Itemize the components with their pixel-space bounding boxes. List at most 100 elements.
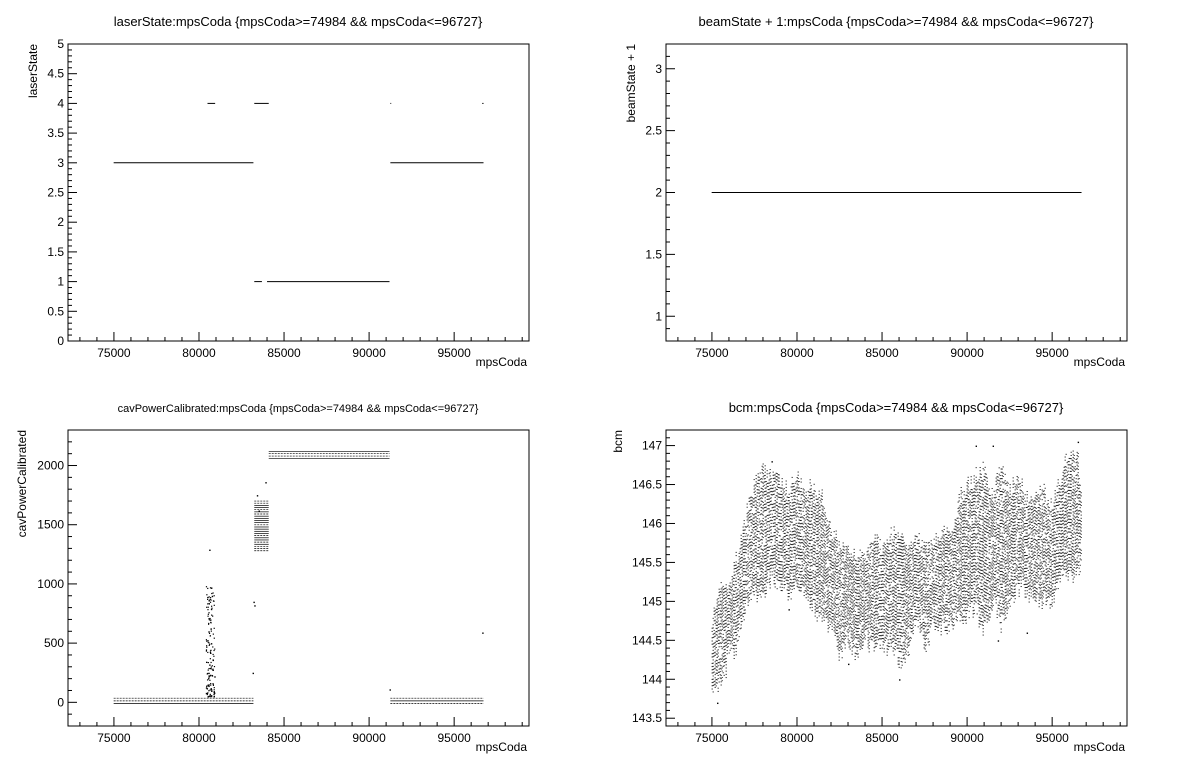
envelope-dot: [792, 543, 794, 545]
envelope-dot: [855, 560, 857, 562]
envelope-dot: [886, 552, 888, 554]
envelope-dot: [843, 568, 845, 570]
envelope-dot: [780, 583, 782, 585]
envelope-dot: [830, 573, 832, 575]
envelope-dot: [751, 503, 753, 505]
envelope-dot: [753, 498, 755, 500]
envelope-dot: [861, 603, 863, 605]
envelope-dot: [823, 587, 825, 589]
cav-power-panel: cavPowerCalibrated:mpsCoda {mpsCoda>=749…: [15, 403, 530, 754]
envelope-dot: [855, 643, 857, 645]
envelope-dot: [726, 589, 728, 591]
envelope-dot: [850, 563, 852, 565]
envelope-dot: [806, 538, 808, 540]
envelope-dot: [838, 611, 840, 613]
envelope-dot: [893, 628, 895, 630]
envelope-dot: [744, 599, 746, 601]
envelope-dot: [883, 603, 885, 605]
envelope-dot: [833, 588, 835, 590]
envelope-dot: [738, 591, 740, 593]
envelope-dot: [793, 530, 795, 532]
envelope-dot: [820, 575, 822, 577]
envelope-dot: [826, 533, 828, 535]
envelope-dot: [840, 559, 842, 561]
envelope-dot: [807, 526, 809, 528]
envelope-dot: [835, 629, 837, 631]
envelope-dot: [725, 667, 727, 669]
envelope-dot: [889, 539, 891, 541]
envelope-dot: [852, 614, 854, 616]
envelope-dot: [861, 564, 863, 566]
envelope-dot: [754, 493, 756, 495]
envelope-dot: [782, 521, 784, 523]
envelope-dot: [875, 562, 877, 564]
envelope-dot: [756, 553, 758, 555]
envelope-dot: [876, 617, 878, 619]
envelope-dot: [820, 546, 822, 548]
envelope-dot: [764, 503, 766, 505]
envelope-dot: [799, 529, 801, 531]
envelope-dot: [845, 590, 847, 592]
envelope-dot: [834, 567, 836, 569]
envelope-dot: [864, 568, 866, 570]
envelope-dot: [743, 520, 745, 522]
envelope-dot: [888, 566, 890, 568]
envelope-dot: [820, 552, 822, 554]
envelope-dot: [712, 627, 714, 629]
envelope-dot: [712, 643, 714, 645]
envelope-dot: [724, 648, 726, 650]
envelope-dot: [713, 684, 715, 686]
envelope-dot: [743, 539, 745, 541]
envelope-dot: [828, 604, 830, 606]
envelope-dot: [764, 506, 766, 508]
envelope-dot: [781, 481, 783, 483]
envelope-dot: [731, 617, 733, 619]
envelope-dot: [840, 549, 842, 551]
envelope-dot: [819, 573, 821, 575]
envelope-dot: [777, 477, 779, 479]
envelope-dot: [796, 528, 798, 530]
envelope-dot: [738, 607, 740, 609]
envelope-dot: [717, 642, 719, 644]
envelope-dot: [857, 586, 859, 588]
envelope-dot: [888, 582, 890, 584]
envelope-dot: [770, 481, 772, 483]
envelope-dot: [711, 666, 713, 668]
envelope-dot: [828, 594, 830, 596]
envelope-dot: [857, 595, 859, 597]
envelope-dot: [837, 632, 839, 634]
envelope-dot: [758, 476, 760, 478]
envelope-dot: [769, 584, 771, 586]
envelope-dot: [823, 619, 825, 621]
envelope-dot: [864, 638, 866, 640]
envelope-dot: [823, 542, 825, 544]
envelope-dot: [862, 593, 864, 595]
laser-state-frame: 75000 80000 85000 90000 9500000.511.522.533.…: [47, 37, 530, 360]
envelope-dot: [751, 583, 753, 585]
envelope-dot: [799, 491, 801, 493]
y-tick-label: 1.5: [47, 245, 64, 259]
envelope-dot: [877, 632, 879, 634]
envelope-dot: [778, 506, 780, 508]
envelope-dot: [720, 610, 722, 612]
envelope-dot: [805, 507, 807, 509]
envelope-dot: [874, 585, 876, 587]
envelope-dot: [833, 553, 835, 555]
envelope-dot: [784, 494, 786, 496]
envelope-dot: [743, 529, 745, 531]
envelope-dot: [832, 580, 834, 582]
envelope-dot: [843, 636, 845, 638]
envelope-dot: [783, 558, 785, 560]
envelope-dot: [722, 656, 724, 658]
envelope-dot: [869, 604, 871, 606]
envelope-dot: [754, 513, 756, 515]
x-tick-label: 75000: [97, 731, 131, 745]
envelope-dot: [814, 522, 816, 524]
envelope-dot: [824, 518, 826, 520]
envelope-dot: [809, 543, 811, 545]
envelope-dot: [801, 503, 803, 505]
envelope-dot: [726, 650, 728, 652]
envelope-dot: [855, 563, 857, 565]
envelope-dot: [796, 515, 798, 517]
envelope-dot: [871, 549, 873, 551]
